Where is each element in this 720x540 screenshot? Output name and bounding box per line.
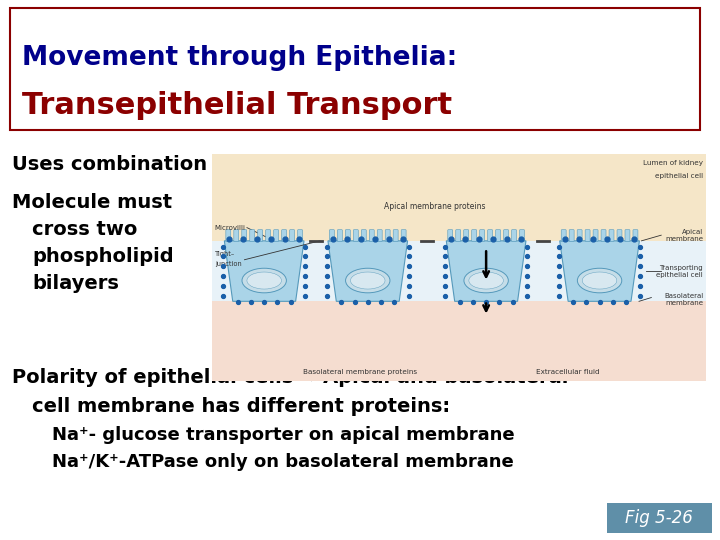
FancyBboxPatch shape <box>512 230 516 241</box>
FancyBboxPatch shape <box>561 230 566 241</box>
Bar <box>212 301 706 381</box>
Text: junction: junction <box>215 260 242 267</box>
FancyBboxPatch shape <box>472 230 477 241</box>
Text: Polarity of epithelial cells → Apical and basolateral: Polarity of epithelial cells → Apical an… <box>12 368 568 387</box>
Text: cell membrane has different proteins:: cell membrane has different proteins: <box>32 397 450 416</box>
FancyBboxPatch shape <box>607 503 712 533</box>
Polygon shape <box>559 241 639 301</box>
FancyBboxPatch shape <box>503 230 508 241</box>
FancyBboxPatch shape <box>289 230 294 241</box>
Text: cross two: cross two <box>32 220 138 239</box>
FancyBboxPatch shape <box>570 230 574 241</box>
Text: Movement through Epithelia:: Movement through Epithelia: <box>22 45 457 71</box>
Text: Extracellular fluid: Extracellular fluid <box>536 369 599 375</box>
Text: bilayers: bilayers <box>32 274 119 293</box>
Text: Basolateral
membrane: Basolateral membrane <box>664 293 703 306</box>
FancyBboxPatch shape <box>346 230 351 241</box>
Text: Fig 5-26: Fig 5-26 <box>625 509 693 527</box>
FancyBboxPatch shape <box>448 230 453 241</box>
Polygon shape <box>446 241 526 301</box>
Text: Transepithelial Transport: Transepithelial Transport <box>22 91 452 119</box>
FancyBboxPatch shape <box>369 230 374 241</box>
Text: Tight–: Tight– <box>215 251 235 257</box>
Polygon shape <box>328 241 408 301</box>
FancyBboxPatch shape <box>234 230 239 241</box>
Text: Basolateral membrane proteins: Basolateral membrane proteins <box>303 369 418 375</box>
FancyBboxPatch shape <box>226 230 231 241</box>
FancyBboxPatch shape <box>330 230 334 241</box>
FancyBboxPatch shape <box>274 230 279 241</box>
FancyBboxPatch shape <box>609 230 614 241</box>
Text: Uses combination of active and passive transport: Uses combination of active and passive t… <box>12 155 557 174</box>
Text: Lumen of kidney: Lumen of kidney <box>643 160 703 166</box>
FancyBboxPatch shape <box>385 230 390 241</box>
Bar <box>212 241 706 301</box>
Text: Apical
membrane: Apical membrane <box>665 228 703 242</box>
FancyBboxPatch shape <box>354 230 359 241</box>
FancyBboxPatch shape <box>593 230 598 241</box>
FancyBboxPatch shape <box>464 230 469 241</box>
Text: Na⁺- glucose transporter on apical membrane: Na⁺- glucose transporter on apical membr… <box>52 426 515 444</box>
FancyBboxPatch shape <box>377 230 382 241</box>
FancyBboxPatch shape <box>10 8 700 130</box>
FancyBboxPatch shape <box>625 230 630 241</box>
FancyBboxPatch shape <box>456 230 461 241</box>
FancyBboxPatch shape <box>601 230 606 241</box>
FancyBboxPatch shape <box>633 230 638 241</box>
Ellipse shape <box>351 272 385 289</box>
Text: Transporting
epithelial cell: Transporting epithelial cell <box>657 265 703 278</box>
FancyBboxPatch shape <box>393 230 398 241</box>
FancyBboxPatch shape <box>577 230 582 241</box>
Ellipse shape <box>247 272 282 289</box>
FancyBboxPatch shape <box>258 230 263 241</box>
FancyBboxPatch shape <box>242 230 247 241</box>
Text: Molecule must: Molecule must <box>12 193 172 212</box>
Text: Apical membrane proteins: Apical membrane proteins <box>384 202 485 211</box>
Ellipse shape <box>464 268 508 293</box>
FancyBboxPatch shape <box>250 230 255 241</box>
FancyBboxPatch shape <box>266 230 271 241</box>
Text: epithelial cell: epithelial cell <box>655 173 703 179</box>
FancyBboxPatch shape <box>361 230 366 241</box>
FancyBboxPatch shape <box>338 230 342 241</box>
Bar <box>212 154 706 241</box>
FancyBboxPatch shape <box>617 230 622 241</box>
FancyBboxPatch shape <box>585 230 590 241</box>
Polygon shape <box>225 241 304 301</box>
FancyBboxPatch shape <box>297 230 302 241</box>
FancyBboxPatch shape <box>401 230 406 241</box>
Ellipse shape <box>582 272 617 289</box>
FancyBboxPatch shape <box>282 230 287 241</box>
FancyBboxPatch shape <box>480 230 485 241</box>
FancyBboxPatch shape <box>487 230 492 241</box>
Ellipse shape <box>469 272 503 289</box>
Ellipse shape <box>346 268 390 293</box>
FancyBboxPatch shape <box>495 230 500 241</box>
Text: Na⁺/K⁺-ATPase only on basolateral membrane: Na⁺/K⁺-ATPase only on basolateral membra… <box>52 453 514 471</box>
Ellipse shape <box>242 268 287 293</box>
FancyBboxPatch shape <box>520 230 524 241</box>
Text: Microvilli: Microvilli <box>215 225 246 231</box>
Text: phospholipid: phospholipid <box>32 247 174 266</box>
Ellipse shape <box>577 268 622 293</box>
